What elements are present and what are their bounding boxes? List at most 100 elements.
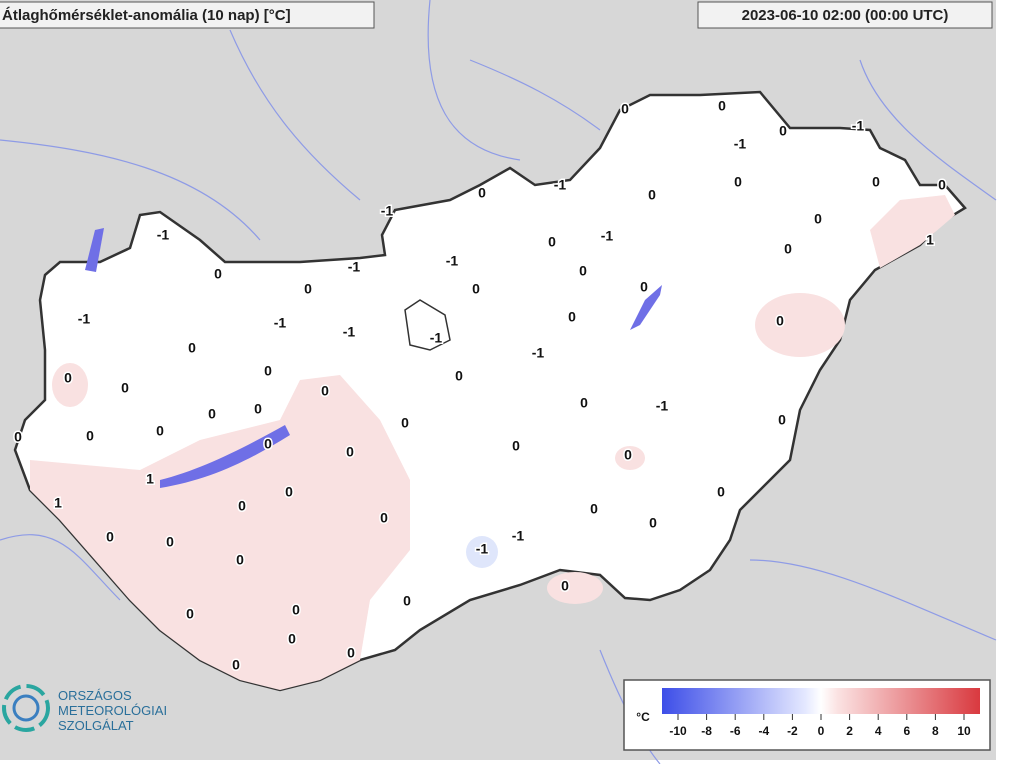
- legend-tick-label: 2: [846, 724, 853, 738]
- station-value: 1: [54, 495, 62, 511]
- station-value: 1: [926, 232, 934, 248]
- map-title: Átlaghőmérséklet-anomália (10 nap) [°C]: [2, 7, 291, 24]
- legend-tick-label: 6: [903, 724, 910, 738]
- station-value: 0: [872, 174, 880, 190]
- station-value: 0: [208, 406, 216, 422]
- logo: ORSZÁGOS METEOROLÓGIAI SZOLGÁLAT: [2, 684, 167, 733]
- station-value: 0: [624, 447, 632, 463]
- legend-tick-label: 10: [957, 724, 971, 738]
- station-value: 0: [512, 438, 520, 454]
- station-value: 0: [734, 174, 742, 190]
- timestamp: 2023-06-10 02:00 (00:00 UTC): [742, 7, 949, 24]
- station-value: 0: [238, 498, 246, 514]
- station-value: 0: [580, 395, 588, 411]
- station-value: 0: [304, 281, 312, 297]
- lake-ferto: [85, 228, 104, 272]
- station-value: 0: [214, 266, 222, 282]
- station-value: 0: [321, 383, 329, 399]
- station-value: 0: [718, 98, 726, 114]
- station-value: 0: [264, 363, 272, 379]
- warm-anomaly-areas: [30, 195, 955, 690]
- station-value: -1: [274, 315, 287, 331]
- station-value: 0: [778, 412, 786, 428]
- logo-text: SZOLGÁLAT: [58, 718, 134, 733]
- legend-tick-label: -4: [758, 724, 769, 738]
- station-value: -1: [348, 259, 361, 275]
- station-value: 0: [649, 515, 657, 531]
- legend-unit: °C: [636, 710, 650, 724]
- station-value: -1: [532, 345, 545, 361]
- station-value: 0: [188, 340, 196, 356]
- station-value: -1: [381, 203, 394, 219]
- station-value: 0: [455, 368, 463, 384]
- logo-text: ORSZÁGOS: [58, 688, 132, 703]
- title-box: [0, 1, 375, 29]
- budapest-border: [404, 299, 451, 351]
- station-value: -1: [852, 118, 865, 134]
- station-value: -1: [601, 228, 614, 244]
- legend-tick-label: 0: [818, 724, 825, 738]
- station-value: 0: [186, 606, 194, 622]
- stations: 0 0 0 -1 -1 0 0 0 -1 0 0 -1 0 -1 -1 0 0 1 -1 -1 0 0 0 0 0 -1 -1 -1 0…: [13, 96, 948, 674]
- legend-tick-label: 4: [875, 724, 882, 738]
- station-value: 0: [590, 501, 598, 517]
- station-value: 0: [548, 234, 556, 250]
- station-value: 0: [579, 263, 587, 279]
- lake-balaton: [160, 425, 290, 488]
- legend-tick-label: -2: [787, 724, 798, 738]
- station-value: -1: [512, 528, 525, 544]
- timestamp-box: [697, 1, 993, 29]
- station-value: 1: [146, 471, 154, 487]
- station-value: -1: [78, 311, 91, 327]
- station-value: -1: [446, 253, 459, 269]
- station-value: 0: [236, 552, 244, 568]
- station-value: 0: [938, 177, 946, 193]
- cool-anomaly-area: [466, 536, 498, 568]
- station-value: 0: [784, 241, 792, 257]
- logo-mark: [12, 694, 40, 722]
- station-value: 0: [779, 123, 787, 139]
- station-value: 0: [14, 429, 22, 445]
- station-value: 0: [403, 593, 411, 609]
- station-value: 0: [561, 578, 569, 594]
- station-value: 0: [156, 423, 164, 439]
- station-value: -1: [734, 136, 747, 152]
- logo-mark: [2, 684, 50, 732]
- legend-tick-label: -6: [730, 724, 741, 738]
- station-value: -1: [430, 330, 443, 346]
- station-value: 0: [648, 187, 656, 203]
- legend: °C -10 -8 -6 -4 -2 0 2 4 6 8 10: [623, 679, 991, 751]
- station-value: 0: [814, 211, 822, 227]
- station-value: 0: [264, 436, 272, 452]
- station-value: 0: [478, 185, 486, 201]
- station-value: 0: [347, 645, 355, 661]
- station-value: 0: [776, 313, 784, 329]
- station-value: 0: [717, 484, 725, 500]
- station-value: 0: [86, 428, 94, 444]
- logo-text: METEOROLÓGIAI: [58, 703, 167, 718]
- station-value: -1: [656, 398, 669, 414]
- legend-tick-label: 8: [932, 724, 939, 738]
- station-value: 0: [292, 602, 300, 618]
- station-value: 0: [380, 510, 388, 526]
- station-value: 0: [121, 380, 129, 396]
- station-value: 0: [166, 534, 174, 550]
- station-value: 0: [106, 529, 114, 545]
- station-value: -1: [554, 177, 567, 193]
- lake-tisza: [630, 285, 662, 330]
- station-value: 0: [621, 101, 629, 117]
- legend-tick-label: -8: [701, 724, 712, 738]
- station-value: 0: [254, 401, 262, 417]
- station-value: 0: [64, 370, 72, 386]
- station-value: 0: [285, 484, 293, 500]
- station-value: -1: [157, 227, 170, 243]
- legend-tick-label: -10: [669, 724, 687, 738]
- station-value: 0: [346, 444, 354, 460]
- station-value: -1: [476, 541, 489, 557]
- station-value: 0: [568, 309, 576, 325]
- station-value: 0: [401, 415, 409, 431]
- station-value: 0: [232, 657, 240, 673]
- station-value: 0: [288, 631, 296, 647]
- station-value: -1: [343, 324, 356, 340]
- station-value: 0: [640, 279, 648, 295]
